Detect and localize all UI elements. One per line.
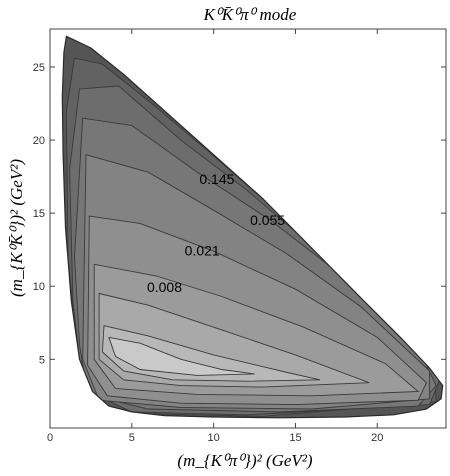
dalitz-outline [61,35,444,419]
x-tick-label: 15 [289,432,301,444]
contour-labels: 0.145 0.055 0.021 0.008 [147,171,285,295]
plot-area: 0.145 0.055 0.021 0.008 [61,35,444,419]
y-axis-title: (m_{K⁰K̄⁰})² (GeV²) [7,159,26,297]
y-tick-label: 15 [33,208,45,220]
x-tick-label: 20 [371,432,383,444]
chart-title: K⁰K̄⁰π⁰ mode [203,5,297,24]
x-tick-label: 10 [208,432,220,444]
contour-label: 0.008 [147,279,182,295]
y-tick-label: 25 [33,62,45,74]
x-tick-label: 0 [47,432,53,444]
contour-label: 0.145 [199,171,234,187]
x-axis-title: (m_{K⁰π⁰})² (GeV²) [177,451,312,470]
plot-frame [49,28,447,429]
x-tick-label: 5 [129,432,135,444]
y-axis-ticks: 5 10 15 20 25 [33,62,446,366]
x-axis-ticks: 0 5 10 15 20 [47,29,383,444]
y-tick-label: 10 [33,281,45,293]
contour-label: 0.021 [185,243,220,259]
y-tick-label: 20 [33,135,45,147]
contour-band [108,336,255,376]
contour-levels [62,36,443,418]
y-tick-label: 5 [39,354,45,366]
contour-label: 0.055 [250,212,285,228]
